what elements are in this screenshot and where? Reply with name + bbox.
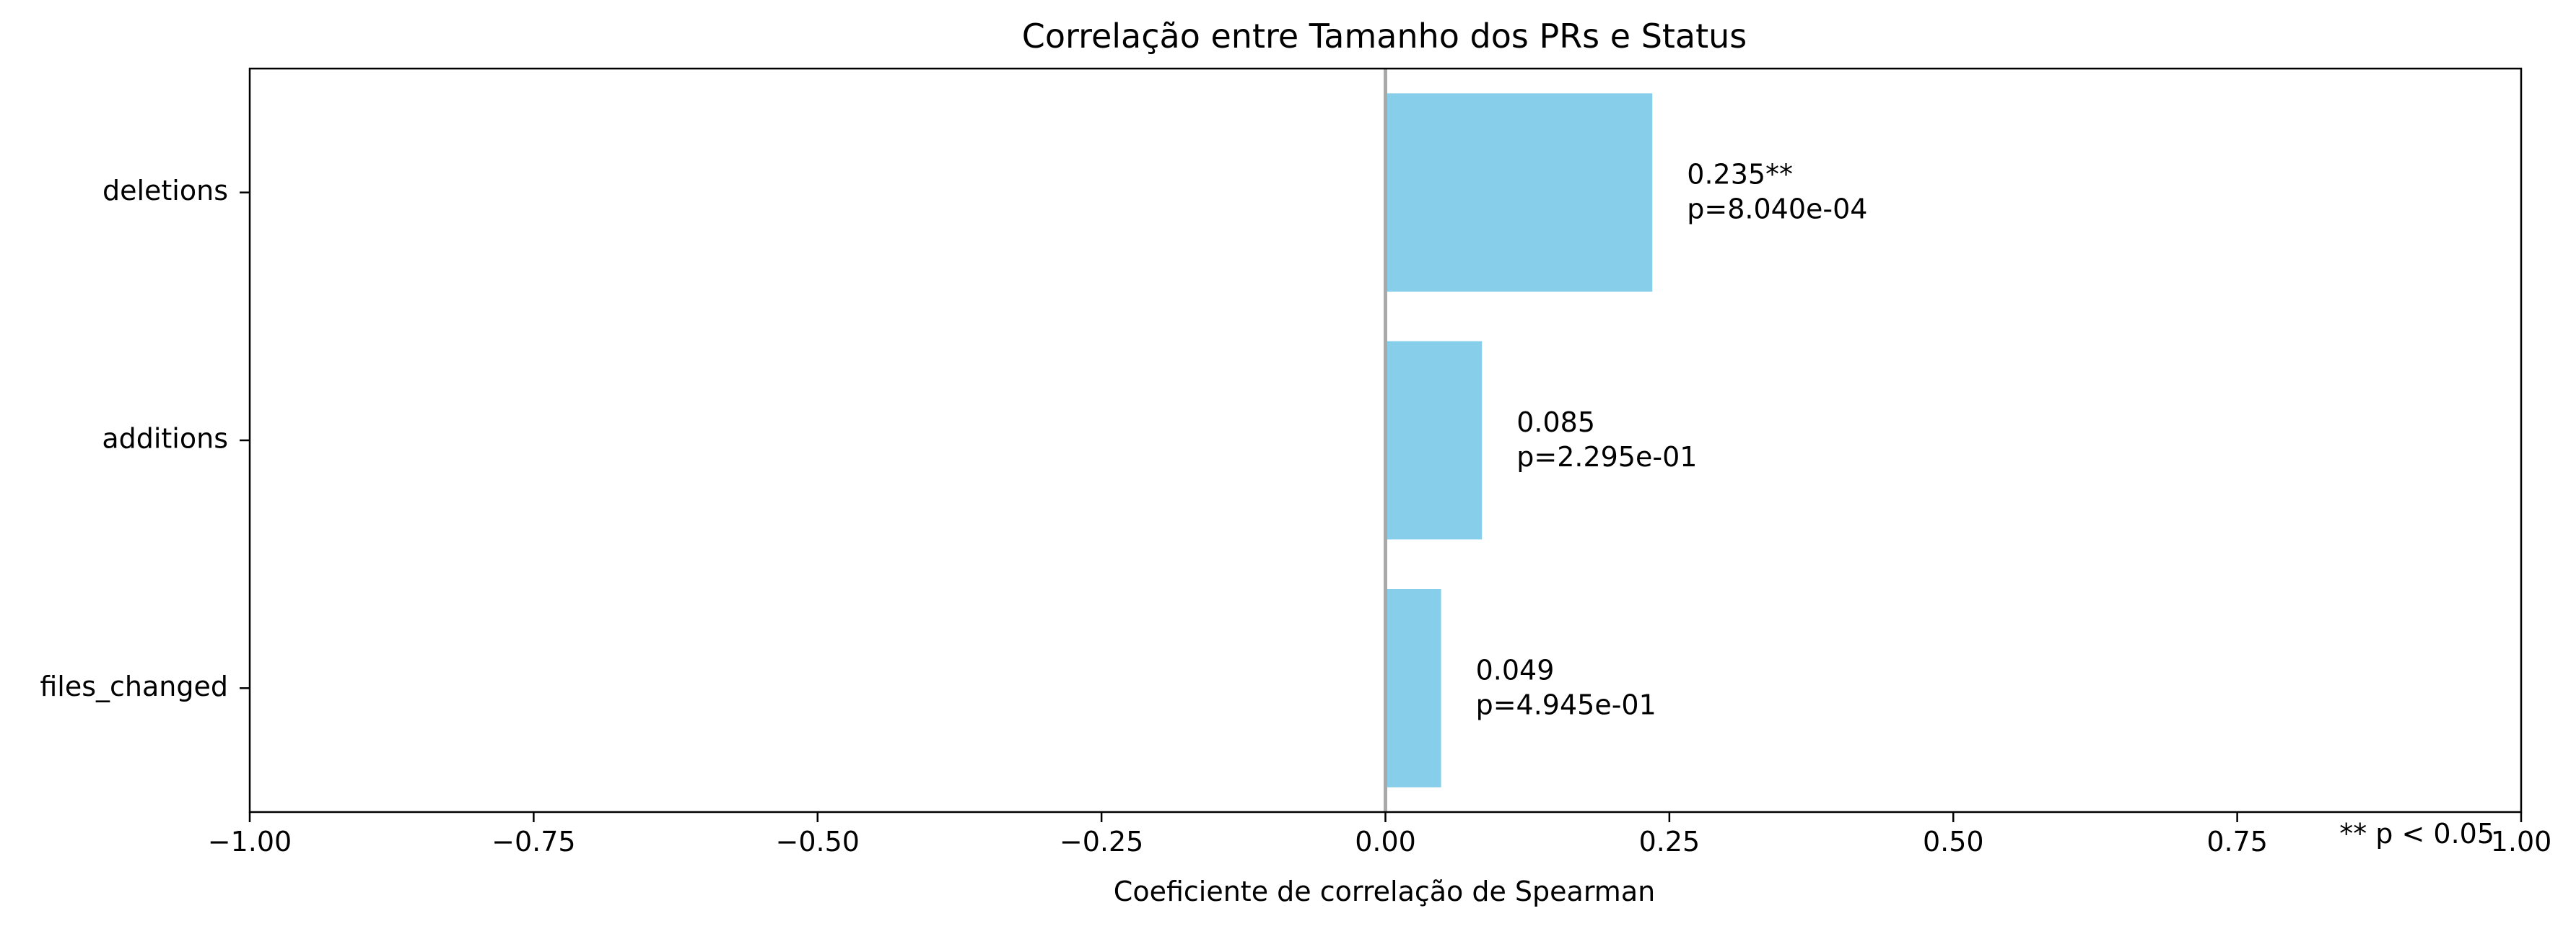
x-tick-label: −0.25 — [1060, 826, 1143, 858]
bar-p-value-label: p=8.040e-04 — [1687, 193, 1867, 225]
bar-additions — [1385, 341, 1483, 540]
bar-p-value-label: p=4.945e-01 — [1476, 689, 1656, 720]
x-tick-label: 0.00 — [1355, 826, 1416, 858]
y-tick-label: deletions — [102, 175, 228, 206]
bar-deletions — [1385, 93, 1653, 292]
bar-value-label: 0.085 — [1516, 406, 1595, 438]
y-tick-label: additions — [102, 423, 228, 455]
x-tick-label: −0.50 — [776, 826, 860, 858]
y-tick-label: files_changed — [40, 671, 228, 702]
x-tick-label: 0.50 — [1923, 826, 1984, 858]
x-tick-label: 1.00 — [2491, 826, 2552, 858]
bar-value-label: 0.049 — [1476, 654, 1555, 686]
x-axis-label: Coeficiente de correlação de Spearman — [1114, 876, 1655, 907]
chart-title: Correlação entre Tamanho dos PRs e Statu… — [1022, 17, 1747, 56]
x-tick-label: 0.75 — [2206, 826, 2268, 858]
x-tick-label: −0.75 — [492, 826, 575, 858]
significance-footnote: ** p < 0.05 — [2339, 818, 2494, 850]
bar-p-value-label: p=2.295e-01 — [1516, 441, 1697, 473]
x-tick-label: 0.25 — [1639, 826, 1700, 858]
bar-value-label: 0.235** — [1687, 159, 1793, 191]
x-tick-label: −1.00 — [208, 826, 292, 858]
bar-files-changed — [1385, 589, 1441, 788]
